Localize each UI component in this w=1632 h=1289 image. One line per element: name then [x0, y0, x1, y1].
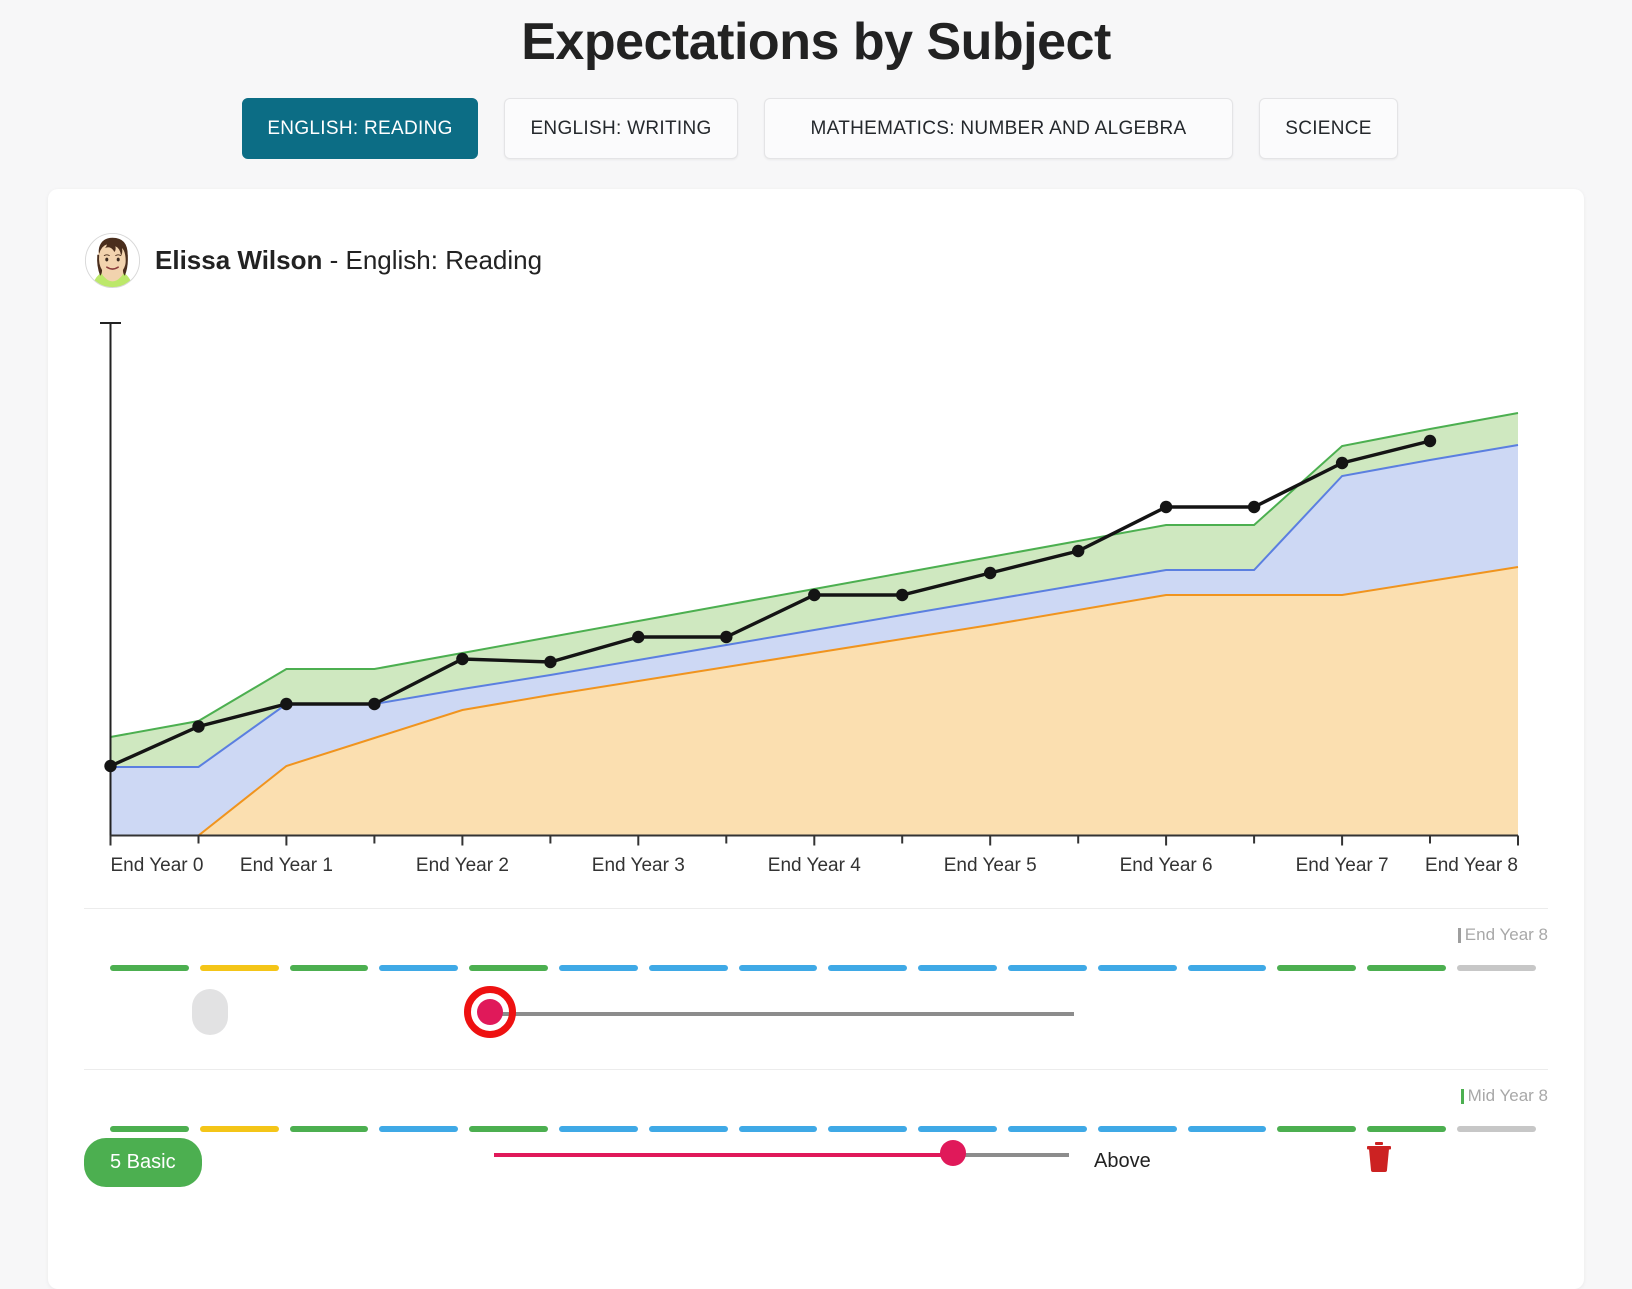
svg-text:End Year 1: End Year 1	[240, 855, 333, 876]
svg-text:End Year 6: End Year 6	[1120, 855, 1213, 876]
svg-text:End Year 2: End Year 2	[416, 855, 509, 876]
svg-text:End Year 7: End Year 7	[1296, 855, 1389, 876]
svg-text:End Year 3: End Year 3	[592, 855, 685, 876]
svg-text:End Year 5: End Year 5	[944, 855, 1037, 876]
svg-text:End Year 0: End Year 0	[111, 855, 204, 876]
svg-text:End Year 8: End Year 8	[1425, 855, 1518, 876]
svg-text:End Year 4: End Year 4	[768, 855, 861, 876]
